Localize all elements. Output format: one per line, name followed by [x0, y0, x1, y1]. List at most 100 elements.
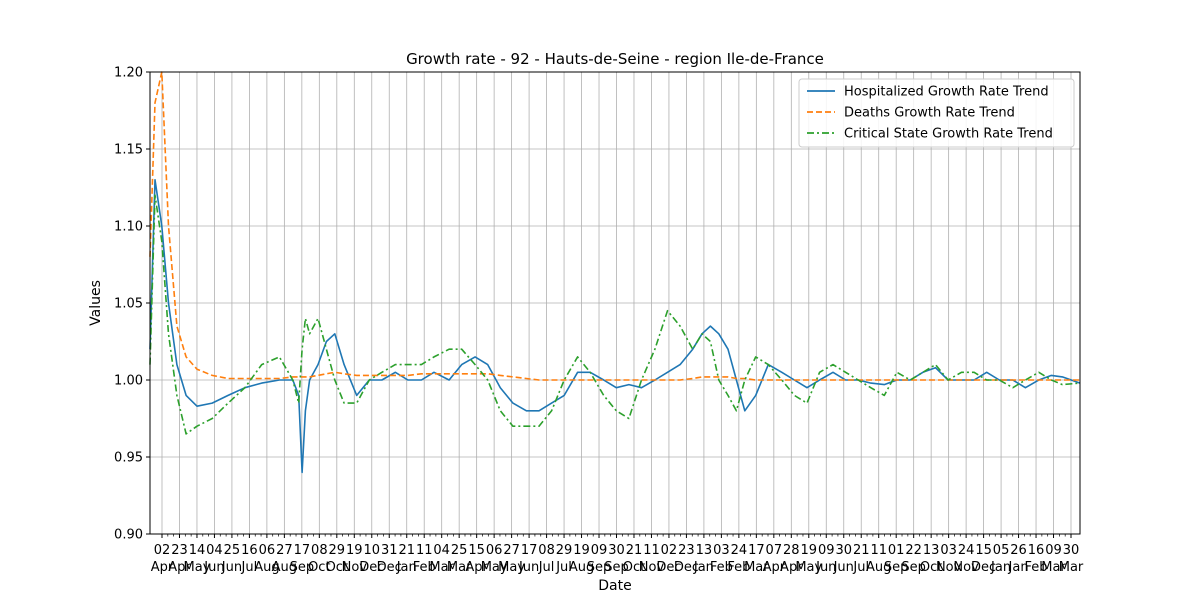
- legend-box: [798, 78, 1075, 148]
- x-tick-day: 15: [975, 543, 992, 558]
- series-layer: [149, 71, 1081, 474]
- x-tick-month: Mar: [1059, 560, 1084, 575]
- x-tick-day: 17: [748, 543, 765, 558]
- x-tick-day: 24: [731, 543, 748, 558]
- x-tick-day: 30: [835, 543, 852, 558]
- y-tick-label: 1.05: [114, 297, 143, 312]
- x-tick-day: 07: [766, 543, 783, 558]
- x-tick-day: 09: [1045, 543, 1062, 558]
- x-tick-month: Feb: [710, 560, 733, 575]
- x-tick-day: 03: [940, 543, 957, 558]
- x-tick-month: Apr: [168, 560, 191, 575]
- x-tick-month: Jan: [693, 560, 714, 575]
- x-tick-month: Jun: [518, 560, 539, 575]
- x-tick-day: 16: [241, 543, 258, 558]
- x-axis-label: Date: [598, 578, 631, 594]
- x-tick-month: Nov: [953, 560, 979, 575]
- x-tick-day: 26: [1010, 543, 1027, 558]
- x-tick-day: 11: [643, 543, 660, 558]
- x-tick-month: Aug: [272, 560, 297, 575]
- x-tick-day: 22: [905, 543, 922, 558]
- x-tick-day: 06: [486, 543, 503, 558]
- y-tick-label: 1.10: [114, 220, 143, 235]
- x-tick-month: Oct: [920, 560, 942, 575]
- x-tick-day: 29: [556, 543, 573, 558]
- x-tick-month: May: [795, 560, 822, 575]
- y-axis-label: Values: [88, 280, 104, 326]
- x-tick-day: 01: [888, 543, 905, 558]
- x-tick-month: Aug: [866, 560, 891, 575]
- y-tick-label: 0.95: [114, 451, 143, 466]
- x-tick-month: Feb: [727, 560, 750, 575]
- x-tick-month: Sep: [884, 560, 909, 575]
- x-tick-month: Sep: [587, 560, 612, 575]
- y-tick-label: 1.15: [114, 143, 143, 158]
- x-tick-month: Jul: [555, 560, 572, 575]
- x-tick-month: Feb: [413, 560, 436, 575]
- x-tick-day: 30: [1063, 543, 1080, 558]
- x-tick-month: May: [481, 560, 508, 575]
- x-tick-day: 29: [329, 543, 346, 558]
- legend-label-2: Deaths Growth Rate Trend: [844, 106, 1015, 121]
- x-tick-day: 08: [538, 543, 555, 558]
- x-tick-day: 14: [189, 543, 206, 558]
- y-tick-label: 0.90: [114, 528, 143, 543]
- x-tick-month: Dec: [377, 560, 402, 575]
- x-tick-month: Jul: [538, 560, 555, 575]
- x-tick-day: 30: [608, 543, 625, 558]
- x-tick-day: 21: [853, 543, 870, 558]
- x-tick-month: Jul: [241, 560, 258, 575]
- x-tick-month: Aug: [254, 560, 279, 575]
- x-tick-day: 11: [416, 543, 433, 558]
- x-tick-month: Dec: [656, 560, 681, 575]
- x-tick-month: Jun: [815, 560, 836, 575]
- x-tick-day: 13: [923, 543, 940, 558]
- x-tick-month: Jan: [396, 560, 417, 575]
- x-tick-month: Jun: [203, 560, 224, 575]
- legend-label-3: Critical State Growth Rate Trend: [844, 127, 1053, 142]
- x-tick-month: Aug: [569, 560, 594, 575]
- x-tick-month: Nov: [639, 560, 665, 575]
- x-tick-day: 02: [154, 543, 171, 558]
- x-tick-day: 08: [311, 543, 328, 558]
- x-tick-day: 23: [171, 543, 188, 558]
- x-tick-day: 05: [993, 543, 1010, 558]
- x-tick-month: Mar: [1041, 560, 1066, 575]
- x-tick-month: Dec: [674, 560, 699, 575]
- x-tick-day: 02: [661, 543, 678, 558]
- x-tick-month: Jun: [221, 560, 242, 575]
- x-tick-day: 25: [451, 543, 468, 558]
- x-tick-day: 24: [958, 543, 975, 558]
- chart-title: Growth rate - 92 - Hauts-de-Seine - regi…: [406, 50, 824, 68]
- x-tick-day: 04: [433, 543, 450, 558]
- x-tick-month: Jan: [1008, 560, 1029, 575]
- x-tick-month: Dec: [359, 560, 384, 575]
- x-tick-month: May: [184, 560, 211, 575]
- x-tick-day: 10: [363, 543, 380, 558]
- x-tick-day: 15: [468, 543, 485, 558]
- x-tick-day: 16: [1028, 543, 1045, 558]
- legend: Hospitalized Growth Rate Trend Deaths Gro…: [798, 78, 1075, 148]
- x-tick-month: Dec: [971, 560, 996, 575]
- x-tick-month: Oct: [326, 560, 348, 575]
- x-tick-day: 23: [678, 543, 695, 558]
- grid: [150, 71, 1080, 535]
- x-tick-month: May: [498, 560, 525, 575]
- series-line-1: [149, 179, 1081, 474]
- x-tick-month: Mar: [447, 560, 472, 575]
- x-tick-day: 09: [591, 543, 608, 558]
- x-tick-day: 28: [783, 543, 800, 558]
- x-tick-day: 31: [381, 543, 398, 558]
- x-tick-month: Feb: [1025, 560, 1048, 575]
- y-tick-label: 1.00: [114, 374, 143, 389]
- x-tick-month: Jan: [990, 560, 1011, 575]
- x-tick-month: Apr: [763, 560, 786, 575]
- x-tick-day: 17: [521, 543, 538, 558]
- x-tick-day: 04: [206, 543, 223, 558]
- series-line-2: [149, 71, 1080, 381]
- x-tick-day: 19: [573, 543, 590, 558]
- x-tick-month: Jul: [852, 560, 869, 575]
- x-tick-month: Oct: [623, 560, 645, 575]
